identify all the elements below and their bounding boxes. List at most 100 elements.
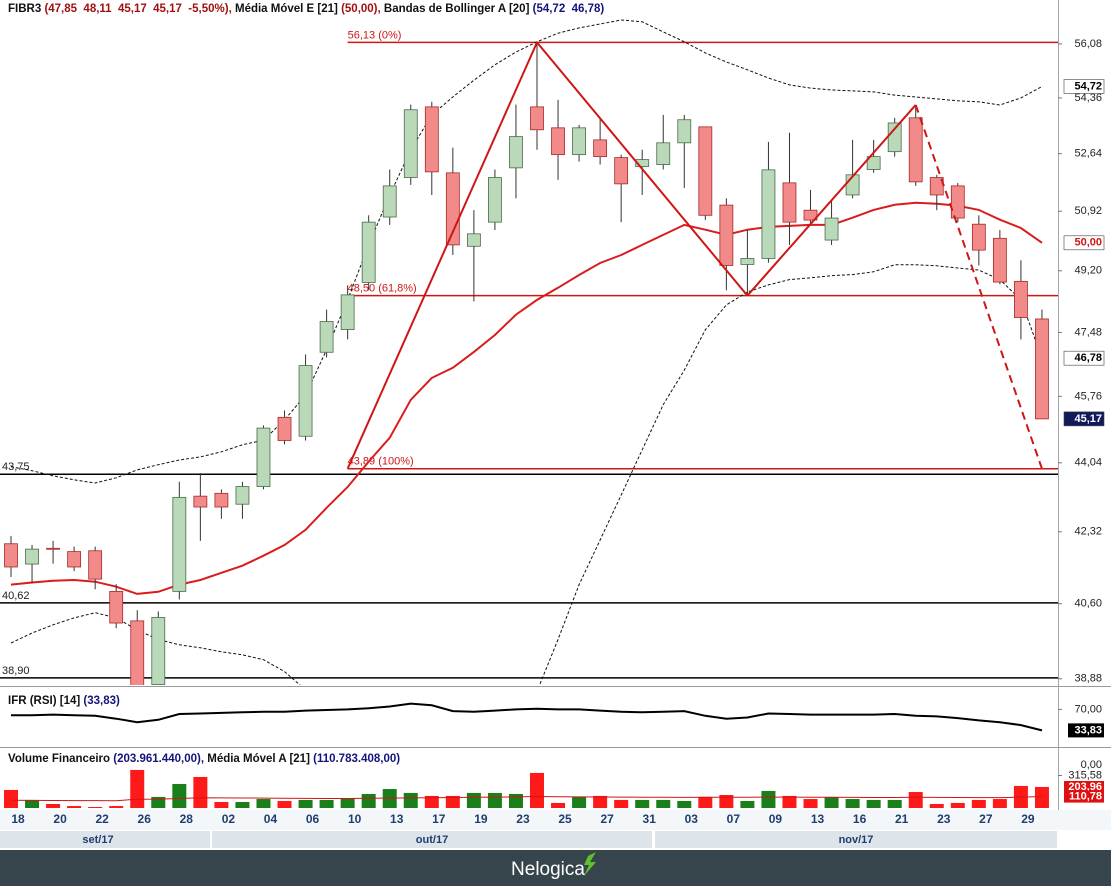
date-row — [0, 810, 1111, 830]
candle-body — [151, 617, 166, 685]
x-tick-label: 06 — [306, 812, 320, 826]
brand-bar — [0, 850, 1111, 886]
x-tick-label: 19 — [474, 812, 488, 826]
price-tag-label: 45,17 — [1074, 413, 1102, 425]
horizontal-line-label: 38,90 — [2, 665, 30, 677]
x-tick-label: 07 — [727, 812, 741, 826]
candle-body — [130, 620, 145, 685]
volume-bar — [487, 792, 502, 808]
x-tick-label: 20 — [53, 812, 67, 826]
month-band — [212, 831, 652, 848]
volume-tag-label: 110,78 — [1069, 790, 1102, 802]
x-tick-label: 28 — [180, 812, 194, 826]
x-tick-label: 13 — [811, 812, 825, 826]
candle-body — [614, 157, 629, 185]
y-tick-label: 47,48 — [1074, 326, 1102, 338]
y-tick-label: 38,88 — [1074, 673, 1102, 685]
y-tick-label: 44,04 — [1074, 457, 1102, 469]
volume-bar — [361, 793, 376, 808]
volume-bar — [466, 792, 481, 808]
volume-bar — [298, 799, 313, 808]
candle-body — [424, 106, 439, 173]
candle-body — [866, 156, 881, 170]
candle-body — [530, 106, 544, 131]
y-tick-label: 45,76 — [1074, 390, 1102, 402]
volume-bar — [782, 795, 797, 808]
price-panel: 43,75 40,62 38,90 56,13 (0%) 48,50 (61,8%) 43… — [0, 19, 1058, 685]
candle-body — [803, 209, 818, 221]
x-tick-label: 27 — [979, 812, 993, 826]
volume-bar — [193, 776, 208, 808]
fibonacci-label: 56,13 (0%) — [348, 29, 402, 41]
volume-tag-label: 203,96 — [1068, 781, 1102, 793]
y-tick-label: 50,92 — [1074, 205, 1102, 217]
volume-bar — [235, 802, 250, 808]
candle-body — [319, 321, 334, 353]
month-label: set/17 — [82, 834, 113, 846]
volume-header: Volume Financeiro (203.961.440,00), Médi… — [8, 753, 400, 765]
volume-bar — [614, 799, 629, 808]
volume-bar — [719, 795, 734, 808]
y-tick-label: 49,20 — [1074, 265, 1102, 277]
volume-bar — [698, 796, 713, 808]
volume-bar — [46, 803, 61, 808]
volume-bar — [950, 802, 965, 808]
month-label: nov/17 — [839, 834, 874, 846]
volume-bar — [403, 792, 418, 808]
candle-body — [572, 127, 586, 156]
y-tick-label: 54,36 — [1074, 92, 1102, 104]
volume-bar — [761, 790, 776, 808]
zigzag-line — [536, 41, 749, 297]
candle-body — [235, 486, 250, 505]
volume-ma-value: (110.783.408,00) — [313, 753, 401, 765]
candle-body — [67, 551, 82, 568]
volume-bar — [172, 783, 187, 808]
volume-bar — [908, 792, 923, 808]
candle-body — [950, 185, 965, 219]
brand: Nelogica — [511, 859, 585, 880]
x-tick-label: 03 — [685, 812, 699, 826]
volume-tag — [1064, 790, 1104, 803]
volume-bar — [593, 795, 608, 808]
x-tick-label: 10 — [348, 812, 362, 826]
x-tick-label: 23 — [516, 812, 530, 826]
x-tick-label: 25 — [558, 812, 572, 826]
candle-body — [403, 109, 418, 178]
volume-name: Volume Financeiro — [8, 753, 111, 765]
rsi-value: (33,83) — [83, 695, 120, 707]
candle-body — [782, 182, 797, 223]
volume-bar — [992, 799, 1007, 808]
candle-body — [488, 177, 502, 223]
rsi-name: IFR (RSI) [14] — [8, 695, 81, 707]
volume-bar — [25, 799, 40, 808]
candle-body — [25, 548, 39, 565]
candle-body — [719, 204, 734, 266]
rsi-line — [11, 702, 1043, 732]
candle-body — [656, 142, 671, 165]
candle-body — [992, 237, 1007, 283]
x-tick-label: 26 — [138, 812, 152, 826]
volume-bar — [67, 806, 82, 808]
candle-body — [277, 416, 292, 441]
y-tick-label: 40,60 — [1074, 598, 1102, 610]
fibonacci-label: 43,89 (100%) — [348, 456, 414, 468]
price-tag — [1063, 411, 1105, 427]
volume-bar — [4, 789, 18, 808]
y-tick-label: 52,64 — [1074, 148, 1102, 160]
volume-top-label: 0,00 — [1081, 759, 1102, 771]
x-tick-label: 13 — [390, 812, 404, 826]
volume-bar — [256, 799, 271, 808]
volume-ma-line — [10, 795, 1043, 802]
quote: (47,85 48,11 45,17 45,17 -5,50%), — [44, 3, 232, 15]
x-tick-label: 22 — [95, 812, 109, 826]
volume-bar — [635, 799, 650, 808]
month-label: out/17 — [416, 834, 448, 846]
x-tick-label: 16 — [853, 812, 867, 826]
candle-body — [193, 495, 208, 508]
volume-bar — [929, 803, 944, 808]
volume-bar — [445, 795, 460, 808]
volume-bar — [530, 772, 544, 808]
candle-body — [677, 119, 692, 144]
y-tick-label: 56,08 — [1074, 38, 1102, 50]
